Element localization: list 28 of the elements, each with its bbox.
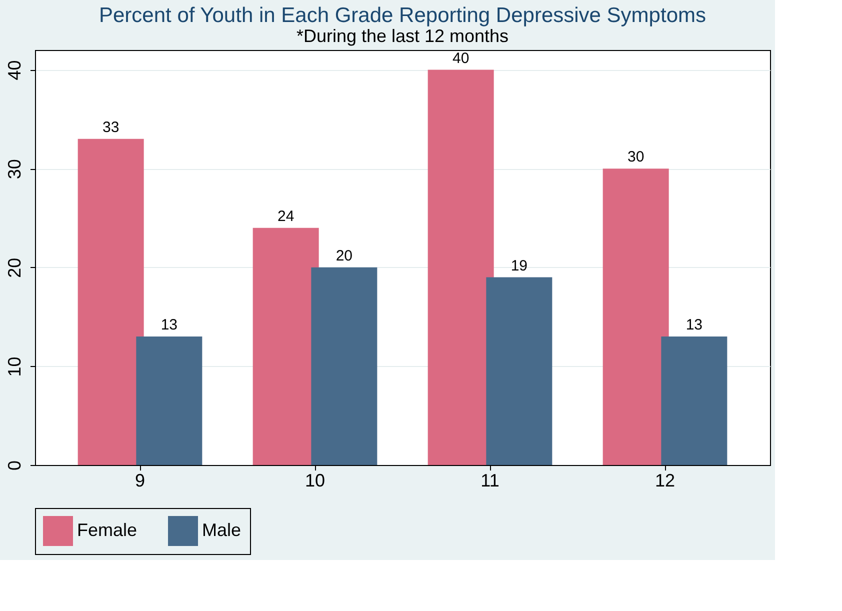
legend-label: Female <box>77 520 138 540</box>
data-label: 24 <box>277 208 294 225</box>
bar <box>602 168 669 465</box>
data-label: 30 <box>627 148 644 166</box>
data-label: 40 <box>452 50 470 67</box>
bar <box>78 138 144 465</box>
bar <box>661 336 728 465</box>
bar <box>136 336 202 465</box>
chart-title: Percent of Youth in Each Grade Reporting Depressive Symptoms <box>99 4 706 27</box>
data-label: 13 <box>160 316 178 334</box>
y-tick-label: 30 <box>4 159 24 180</box>
x-tick-label: 10 <box>304 470 326 490</box>
bar <box>311 267 378 465</box>
x-tick-label: 12 <box>654 470 676 490</box>
y-tick-label: 40 <box>4 60 24 80</box>
data-label: 33 <box>102 118 120 136</box>
x-tick-label: 9 <box>134 470 146 490</box>
chart-subtitle: *During the last 12 months <box>296 26 509 46</box>
bar <box>486 277 552 465</box>
legend-label: Male <box>202 520 242 540</box>
y-tick-label: 10 <box>4 356 24 377</box>
data-label: 20 <box>336 247 353 264</box>
y-tick-label: 0 <box>4 460 24 471</box>
bar <box>428 70 494 465</box>
x-tick-label: 11 <box>480 470 500 490</box>
data-label: 19 <box>510 257 528 274</box>
data-label: 13 <box>686 316 703 334</box>
y-tick-label: 20 <box>4 258 24 278</box>
